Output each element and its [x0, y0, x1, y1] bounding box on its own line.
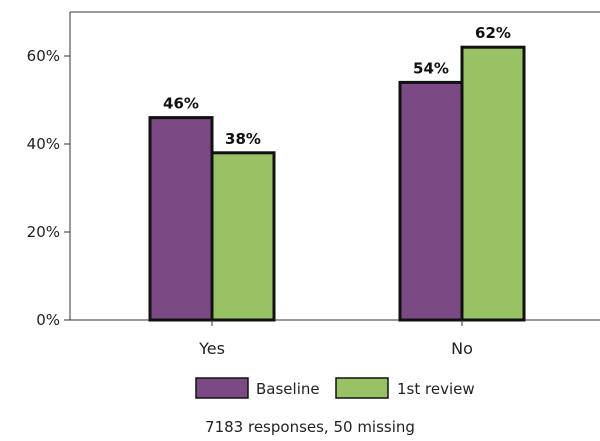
- legend-swatch: [335, 377, 389, 399]
- legend-swatch: [195, 377, 249, 399]
- x-tick-label: Yes: [198, 339, 225, 358]
- x-axis: Yes No: [198, 320, 473, 358]
- bar-baseline-yes: [148, 116, 214, 322]
- legend-label: Baseline: [256, 380, 320, 398]
- data-label: 46%: [163, 95, 199, 113]
- legend: Baseline 1st review: [195, 377, 475, 399]
- bars: [148, 45, 526, 322]
- y-tick-label: 20%: [27, 223, 60, 241]
- data-label: 54%: [413, 59, 449, 77]
- data-label: 38%: [225, 130, 261, 148]
- y-tick-label: 0%: [36, 311, 60, 329]
- y-axis: 0% 20% 40% 60%: [27, 47, 70, 329]
- y-tick-label: 40%: [27, 135, 60, 153]
- x-tick-label: No: [451, 339, 473, 358]
- bar-baseline-no: [398, 80, 464, 322]
- footnote: 7183 responses, 50 missing: [205, 418, 415, 436]
- data-label: 62%: [475, 24, 511, 42]
- bar-1st-review-yes: [210, 151, 276, 322]
- data-labels: 46% 38% 54% 62%: [163, 24, 511, 148]
- legend-label: 1st review: [397, 380, 475, 398]
- y-tick-label: 60%: [27, 47, 60, 65]
- bar-1st-review-no: [460, 45, 526, 322]
